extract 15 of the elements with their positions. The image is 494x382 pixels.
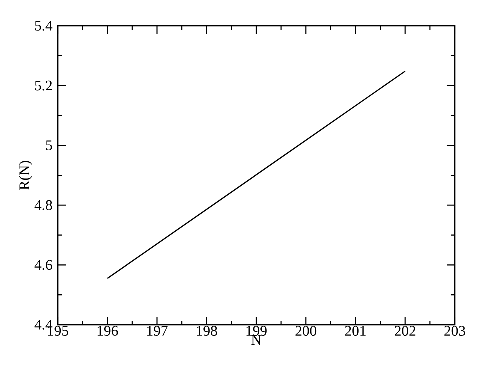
y-tick-label: 5: [46, 140, 52, 150]
x-tick-label: 203: [444, 326, 466, 336]
x-tick-label: 196: [98, 326, 118, 336]
x-tick-label: 197: [148, 326, 168, 336]
x-axis-title: N: [252, 335, 262, 346]
x-tick-label: 199: [246, 326, 267, 336]
y-axis-title: R(N): [19, 161, 32, 190]
y-tick-label: 4.6: [34, 260, 52, 270]
y-tick-label: 5.2: [35, 80, 52, 91]
y-tick-label: 5.4: [35, 21, 53, 31]
x-tick-label: 202: [395, 326, 416, 336]
x-tick-label: 198: [197, 326, 218, 336]
x-tick-label: 201: [345, 326, 366, 336]
y-tick-label: 4.8: [34, 200, 52, 210]
x-tick-label: 200: [296, 326, 317, 336]
